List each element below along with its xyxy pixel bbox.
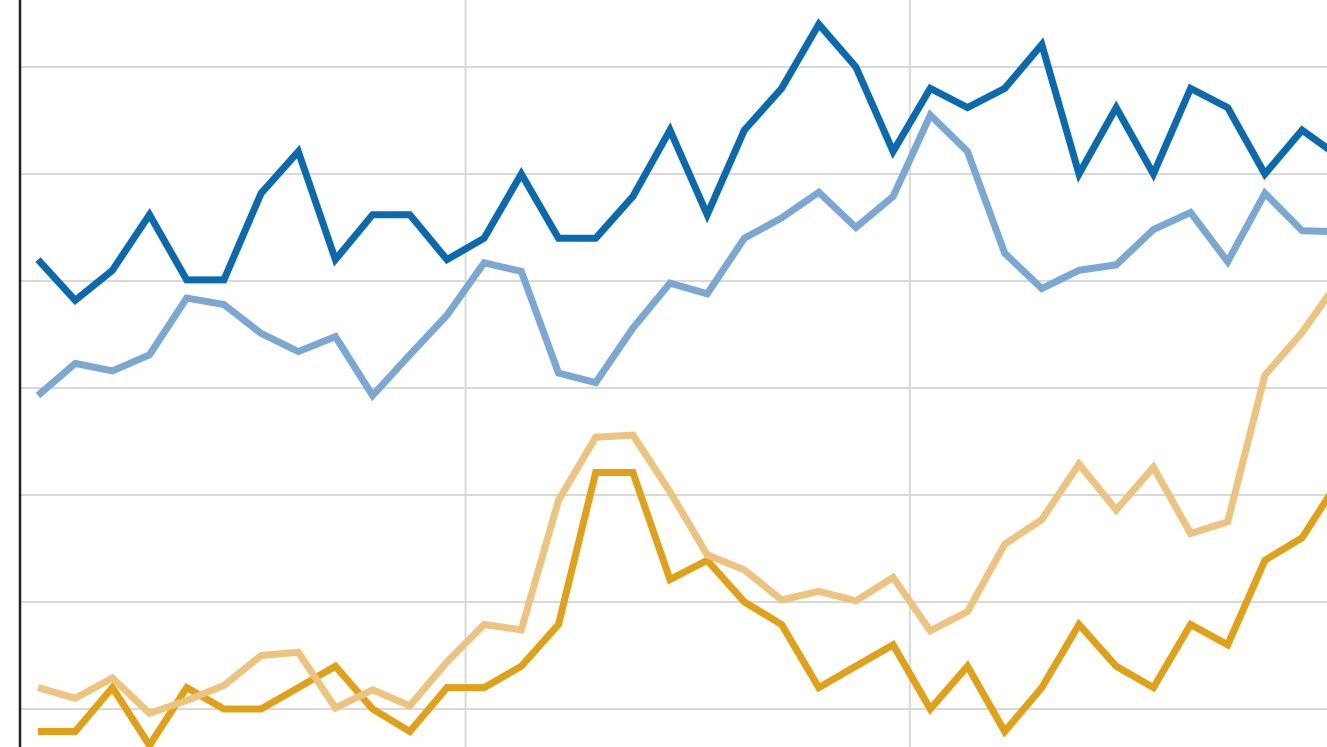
series-line [35, 18, 1327, 306]
series-line [35, 109, 1327, 402]
plot-area [35, 18, 1327, 747]
series-line [38, 469, 1327, 747]
grid [20, 0, 1327, 747]
series-line [37, 291, 1327, 718]
